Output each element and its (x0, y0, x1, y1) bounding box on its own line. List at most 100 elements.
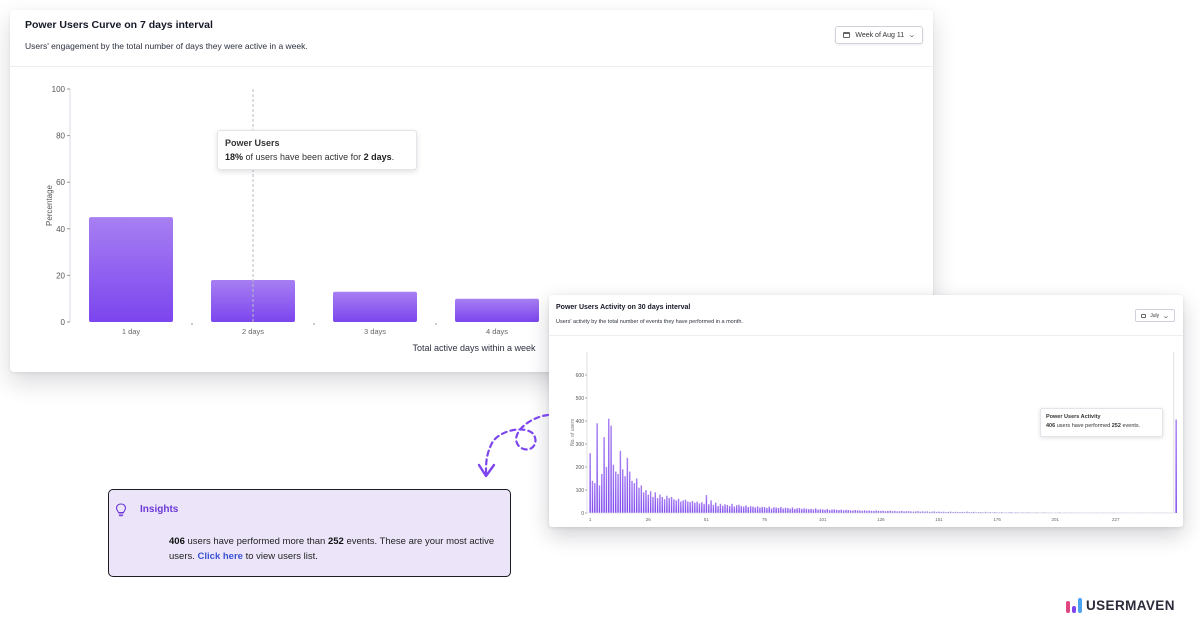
divider (10, 66, 933, 67)
bar (891, 511, 894, 513)
bar (866, 510, 868, 513)
week-selector[interactable]: Week of Aug 11 ⌄ (835, 26, 923, 44)
bar (812, 509, 815, 513)
activity-tooltip: Power Users Activity 406 users have perf… (1040, 408, 1163, 437)
y-axis-label: No. of users (570, 419, 576, 446)
bar (817, 509, 819, 513)
month-selector[interactable]: July ⌄ (1135, 309, 1175, 322)
dashed-arrow-icon (477, 413, 550, 478)
bar (952, 512, 954, 513)
bar (954, 511, 956, 513)
bar (910, 511, 912, 513)
bar (645, 490, 647, 513)
bar (935, 511, 938, 513)
bar (647, 494, 650, 513)
bar (787, 507, 789, 513)
bar (766, 507, 768, 513)
bar (945, 512, 947, 513)
x-tick-label: 151 (935, 517, 943, 522)
bar (870, 510, 873, 513)
card-title: Power Users Activity on 30 days interval (556, 304, 691, 311)
bar (773, 507, 775, 513)
bar (921, 511, 924, 513)
bar (989, 512, 991, 513)
bar (833, 509, 836, 513)
bar (875, 510, 877, 513)
tooltip-text: 406 users have performed 252 events. (1046, 423, 1162, 429)
bar (633, 483, 636, 513)
y-tick-label: 100 (52, 85, 66, 94)
bar (715, 502, 717, 513)
bar (745, 505, 747, 513)
bar (926, 511, 929, 513)
bar (791, 507, 794, 513)
card-subtitle: Users' activity by the total number of e… (556, 319, 743, 325)
bar (738, 504, 740, 513)
lightbulb-icon (115, 503, 127, 517)
bar (628, 471, 631, 513)
bar (694, 502, 696, 513)
bar (710, 500, 712, 513)
bar (908, 511, 910, 513)
bar (840, 509, 843, 513)
usermaven-logo-icon (1066, 598, 1082, 613)
bar (649, 491, 652, 513)
bar (852, 510, 854, 513)
bar (726, 504, 729, 513)
divider (549, 335, 1183, 336)
bar (1010, 512, 1012, 513)
bar (805, 508, 808, 513)
insights-events: 252 (327, 536, 344, 547)
bar (917, 511, 919, 513)
bar (733, 506, 736, 513)
insights-text: 406 users have performed more than 252 e… (169, 534, 499, 564)
bar (884, 511, 887, 513)
bar (626, 457, 629, 513)
bar (691, 501, 694, 513)
bar (847, 510, 850, 513)
tooltip-end: . (391, 152, 395, 162)
bar (615, 471, 617, 513)
bar (828, 510, 831, 513)
bar (680, 501, 682, 513)
bar (905, 511, 908, 513)
bar (768, 506, 770, 513)
bar (717, 506, 719, 513)
bar (801, 508, 803, 513)
bar (914, 511, 917, 513)
y-tick-label: 0 (61, 318, 66, 327)
bar (601, 473, 603, 513)
bar (901, 510, 903, 513)
bar (831, 509, 833, 513)
bar (780, 507, 782, 513)
bar (598, 485, 601, 513)
bar (747, 507, 750, 513)
bar (752, 506, 754, 513)
tooltip-title: Power Users (225, 138, 280, 148)
bar (889, 510, 891, 513)
bar (824, 509, 826, 513)
bar (594, 483, 596, 513)
bar (931, 511, 933, 513)
bar (894, 510, 896, 513)
bar (942, 511, 945, 513)
bar (703, 503, 705, 513)
insights-text-part: events. These are your most active users… (169, 536, 495, 562)
bar (868, 510, 870, 513)
bar (617, 473, 619, 513)
bar (782, 508, 784, 513)
bar (621, 469, 624, 513)
bar (938, 511, 940, 513)
bar (877, 510, 880, 513)
bar (845, 509, 847, 513)
view-users-link[interactable]: Click here (197, 551, 243, 562)
x-tick-label: 4 days (486, 327, 508, 336)
bar (859, 510, 861, 513)
bar (861, 510, 863, 513)
bar (673, 499, 675, 513)
bar (756, 506, 759, 513)
bar (668, 498, 670, 513)
bar (759, 507, 761, 513)
bar (640, 485, 643, 513)
bar (784, 507, 787, 513)
